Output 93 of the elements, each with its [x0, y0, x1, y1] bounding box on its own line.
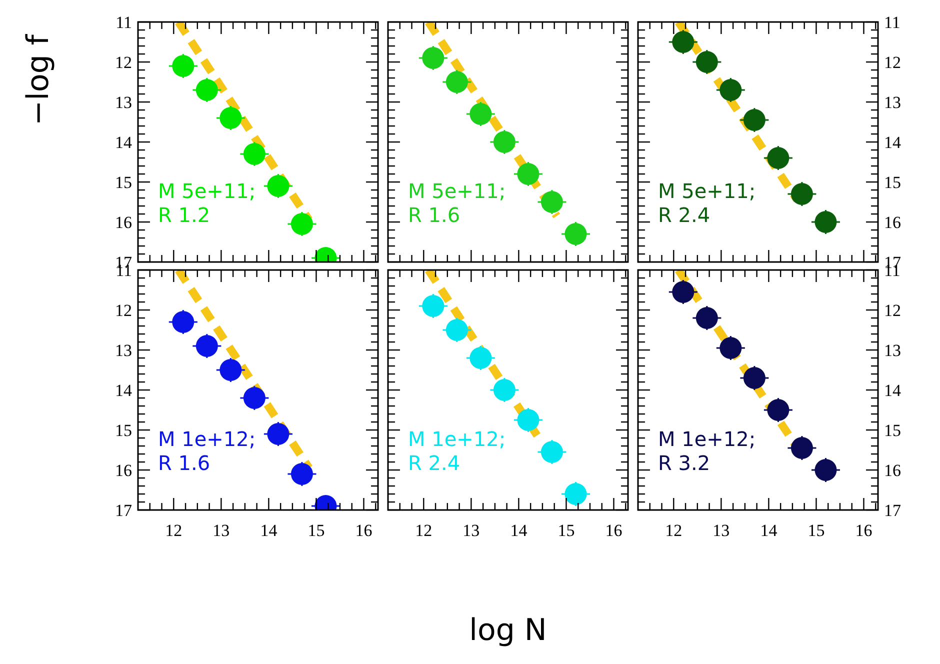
point: [267, 423, 290, 445]
x-tick-label: 13: [212, 521, 230, 540]
point: [517, 163, 540, 185]
point: [540, 441, 563, 463]
y2-tick-label: 12: [884, 300, 901, 320]
point: [220, 359, 242, 381]
x-tick-label: 14: [260, 521, 278, 540]
point: [243, 387, 266, 409]
y2-tick-label: 16: [884, 460, 901, 480]
point: [696, 307, 718, 329]
y2-tick-label: 12: [884, 52, 901, 72]
x-tick-label: 14: [510, 521, 528, 540]
x-tick-label: 12: [415, 521, 432, 540]
y2-tick-label: 11: [884, 12, 900, 32]
annotation: R 2.4: [658, 203, 710, 227]
point: [196, 79, 218, 101]
point: [446, 71, 468, 93]
y2-tick-label: 13: [884, 92, 901, 112]
point: [220, 107, 242, 129]
annotation: R 1.6: [408, 203, 460, 227]
point: [720, 337, 742, 359]
x-tick-label: 16: [855, 521, 872, 540]
point: [743, 367, 766, 389]
y2-tick-label: 14: [884, 380, 902, 400]
point: [814, 459, 837, 481]
x-tick-label: 15: [308, 521, 325, 540]
point: [470, 103, 492, 125]
x-tick-label: 14: [760, 521, 778, 540]
y-tick-label: 16: [115, 212, 132, 232]
point: [470, 347, 492, 369]
y-tick-label: 17: [115, 500, 132, 520]
point: [790, 183, 813, 205]
y-tick-label: 15: [115, 172, 132, 192]
annotation: R 1.2: [158, 203, 210, 227]
x-tick-label: 12: [165, 521, 182, 540]
y-tick-label: 16: [115, 460, 132, 480]
point: [564, 223, 587, 245]
x-tick-label: 15: [808, 521, 825, 540]
annotation: R 2.4: [408, 451, 460, 475]
x-tick-label: 12: [665, 521, 682, 540]
x-tick-label: 13: [462, 521, 480, 540]
y-tick-label: 12: [115, 300, 132, 320]
point: [493, 131, 516, 153]
y-tick-label: 11: [116, 12, 132, 32]
y-axis-title: −log f: [21, 33, 56, 126]
annotation: M 5e+11;: [158, 179, 256, 203]
y2-tick-label: 16: [884, 212, 901, 232]
point: [696, 51, 718, 73]
point: [743, 109, 766, 131]
annotation: M 5e+11;: [408, 179, 506, 203]
point: [790, 437, 813, 459]
point: [767, 399, 790, 421]
point: [564, 483, 587, 505]
point: [493, 379, 516, 401]
point: [540, 191, 563, 213]
point: [720, 79, 742, 101]
point: [172, 55, 194, 77]
point: [196, 335, 218, 357]
annotation: M 1e+12;: [158, 427, 256, 451]
y2-tick-label: 15: [884, 172, 901, 192]
y-tick-label: 15: [115, 420, 132, 440]
point: [243, 143, 266, 165]
y2-tick-label: 15: [884, 420, 901, 440]
point: [422, 47, 444, 69]
y-tick-label: 13: [115, 340, 132, 360]
point: [172, 311, 194, 333]
point: [446, 319, 468, 341]
point: [814, 211, 837, 233]
x-tick-label: 15: [558, 521, 575, 540]
y-tick-label: 14: [115, 132, 132, 152]
point: [290, 213, 313, 235]
x-tick-label: 13: [712, 521, 730, 540]
annotation: M 5e+11;: [658, 179, 756, 203]
annotation: R 1.6: [158, 451, 210, 475]
annotation: M 1e+12;: [658, 427, 756, 451]
point: [672, 281, 694, 303]
y-tick-label: 13: [115, 92, 132, 112]
y2-tick-label: 17: [884, 500, 902, 520]
y2-tick-label: 13: [884, 340, 901, 360]
annotation: R 3.2: [658, 451, 710, 475]
y-tick-label: 14: [115, 380, 132, 400]
annotation: M 1e+12;: [408, 427, 506, 451]
point: [422, 295, 444, 317]
x-axis-title: log N: [469, 613, 547, 648]
x-tick-label: 16: [355, 521, 372, 540]
y2-tick-label: 14: [884, 132, 902, 152]
point: [267, 175, 290, 197]
point: [517, 409, 540, 431]
point: [767, 147, 790, 169]
y-tick-label: 12: [115, 52, 132, 72]
point: [290, 463, 313, 485]
x-tick-label: 16: [605, 521, 622, 540]
point: [672, 31, 694, 53]
